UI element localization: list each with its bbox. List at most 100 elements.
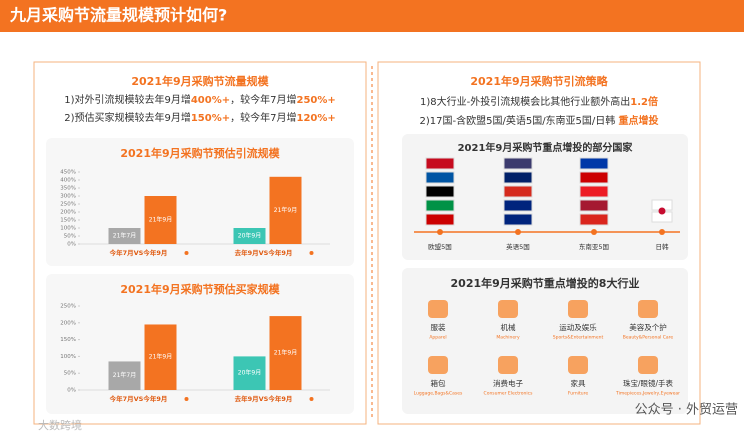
industry-icon <box>638 300 658 318</box>
flag <box>425 199 455 212</box>
bar <box>233 228 266 244</box>
bar <box>233 356 266 390</box>
flag <box>503 171 533 184</box>
flag <box>503 199 533 212</box>
industry-icon <box>428 300 448 318</box>
flag <box>425 185 455 198</box>
y-tick-label: 150% <box>60 218 76 224</box>
flag <box>503 213 533 226</box>
chart-title: 2021年9月采购节预估买家规模 <box>120 282 280 296</box>
industry-icon <box>568 356 588 374</box>
industry-icon <box>638 356 658 374</box>
y-tick-label: 100% <box>60 354 76 360</box>
dot <box>309 251 314 255</box>
industry-en: Apparel <box>429 335 446 341</box>
dot <box>184 251 189 255</box>
industry-en: Consumer Electronics <box>484 391 534 397</box>
industry-name: 服装 <box>431 322 446 332</box>
bar-label: 21年9月 <box>274 206 297 214</box>
bar <box>269 176 302 244</box>
bar <box>108 361 141 390</box>
flag <box>579 185 609 198</box>
bar <box>144 324 177 390</box>
flag <box>579 157 609 170</box>
y-tick-label: 250% <box>60 202 76 208</box>
y-tick-label: 50% <box>64 234 76 240</box>
text-segment: 1)对外引流规模较去年9月增 <box>64 93 191 106</box>
industry-icon <box>428 356 448 374</box>
industry-en: Sports&Entertainment <box>553 335 604 341</box>
flag <box>503 157 533 170</box>
y-tick-label: 400% <box>60 178 76 184</box>
text-line: 1)对外引流规模较去年9月增400%+，较今年7月增250%+ <box>64 93 336 106</box>
industry-name: 家具 <box>571 378 586 388</box>
text-segment: 2)17国-含欧盟5国/英语5国/东南亚5国/日韩 <box>420 114 619 127</box>
y-tick-label: 100% <box>60 226 76 232</box>
industry-en: Beauty&Personal Care <box>623 335 674 341</box>
text-segment: ，较今年7月增 <box>230 111 296 124</box>
highlight: 250%+ <box>297 95 336 106</box>
text-segment: 2)预估买家规模较去年9月增 <box>64 111 191 124</box>
text-line: 2)17国-含欧盟5国/英语5国/东南亚5国/日韩 重点增投 <box>420 114 659 127</box>
bar-label: 21年9月 <box>149 353 172 361</box>
industry-en: Luggage,Bags&Cases <box>414 391 463 397</box>
y-tick-label: 0% <box>67 242 76 248</box>
bar-label: 21年9月 <box>149 216 172 224</box>
industry-icon <box>498 356 518 374</box>
countries-title: 2021年9月采购节重点增投的部分国家 <box>458 141 634 154</box>
flag <box>425 171 455 184</box>
y-tick-label: 0% <box>67 388 76 394</box>
flag <box>425 157 455 170</box>
industry-icon <box>568 300 588 318</box>
highlight: 1.2倍 <box>630 95 658 108</box>
highlight: 120%+ <box>297 113 336 124</box>
group-label: 英语5国 <box>506 242 530 251</box>
industries-title: 2021年9月采购节重点增投的8大行业 <box>451 276 640 290</box>
y-tick-label: 150% <box>60 337 76 343</box>
flag <box>579 199 609 212</box>
header-bar <box>0 0 744 32</box>
flag <box>425 213 455 226</box>
left-title: 2021年9月采购节流量规模 <box>131 74 269 88</box>
industry-icon <box>498 300 518 318</box>
right-title: 2021年9月采购节引流策略 <box>470 74 608 88</box>
watermark: 大数跨境 <box>38 418 82 432</box>
text-line: 2)预估买家规模较去年9月增150%+，较今年7月增120%+ <box>64 111 336 124</box>
bar-label: 21年9月 <box>274 349 297 357</box>
y-tick-label: 300% <box>60 194 76 200</box>
industry-name: 机械 <box>501 322 516 332</box>
y-tick-label: 200% <box>60 210 76 216</box>
y-tick-label: 50% <box>64 371 76 377</box>
y-tick-label: 200% <box>60 320 76 326</box>
dot <box>184 397 189 401</box>
highlight: 400%+ <box>191 95 230 106</box>
text-segment: 1)8大行业-外投引流规模会比其他行业额外高出 <box>420 95 630 108</box>
header-title: 九月采购节流量规模预计如何? <box>9 6 227 25</box>
group-label: 东南亚5国 <box>579 242 609 251</box>
bar-label: 20年9月 <box>238 232 261 240</box>
industry-name: 珠宝/眼镜/手表 <box>623 378 674 388</box>
x-tick-label: 今年7月VS今年9月 <box>110 394 168 403</box>
y-tick-label: 450% <box>60 170 76 176</box>
flag <box>503 185 533 198</box>
text-segment: ，较今年7月增 <box>230 93 296 106</box>
bar <box>108 228 141 244</box>
industry-en: Timepieces,Jewelry,Eyewear <box>615 391 680 397</box>
industry-box <box>402 268 688 414</box>
flag <box>579 213 609 226</box>
y-tick-label: 350% <box>60 186 76 192</box>
y-tick-label: 250% <box>60 304 76 310</box>
flag <box>579 171 609 184</box>
x-tick-label: 去年9月VS今年9月 <box>235 248 293 257</box>
industry-name: 美容及个护 <box>629 322 667 332</box>
industry-name: 运动及娱乐 <box>559 322 597 332</box>
x-tick-label: 今年7月VS今年9月 <box>110 248 168 257</box>
highlight: 150%+ <box>191 113 230 124</box>
bar-label: 21年7月 <box>113 371 136 379</box>
highlight: 重点增投 <box>618 114 658 127</box>
group-label: 日韩 <box>656 242 670 251</box>
industry-en: Machinery <box>496 335 520 341</box>
watermark: 公众号 · 外贸运营 <box>635 403 738 418</box>
group-label: 欧盟5国 <box>428 242 452 251</box>
